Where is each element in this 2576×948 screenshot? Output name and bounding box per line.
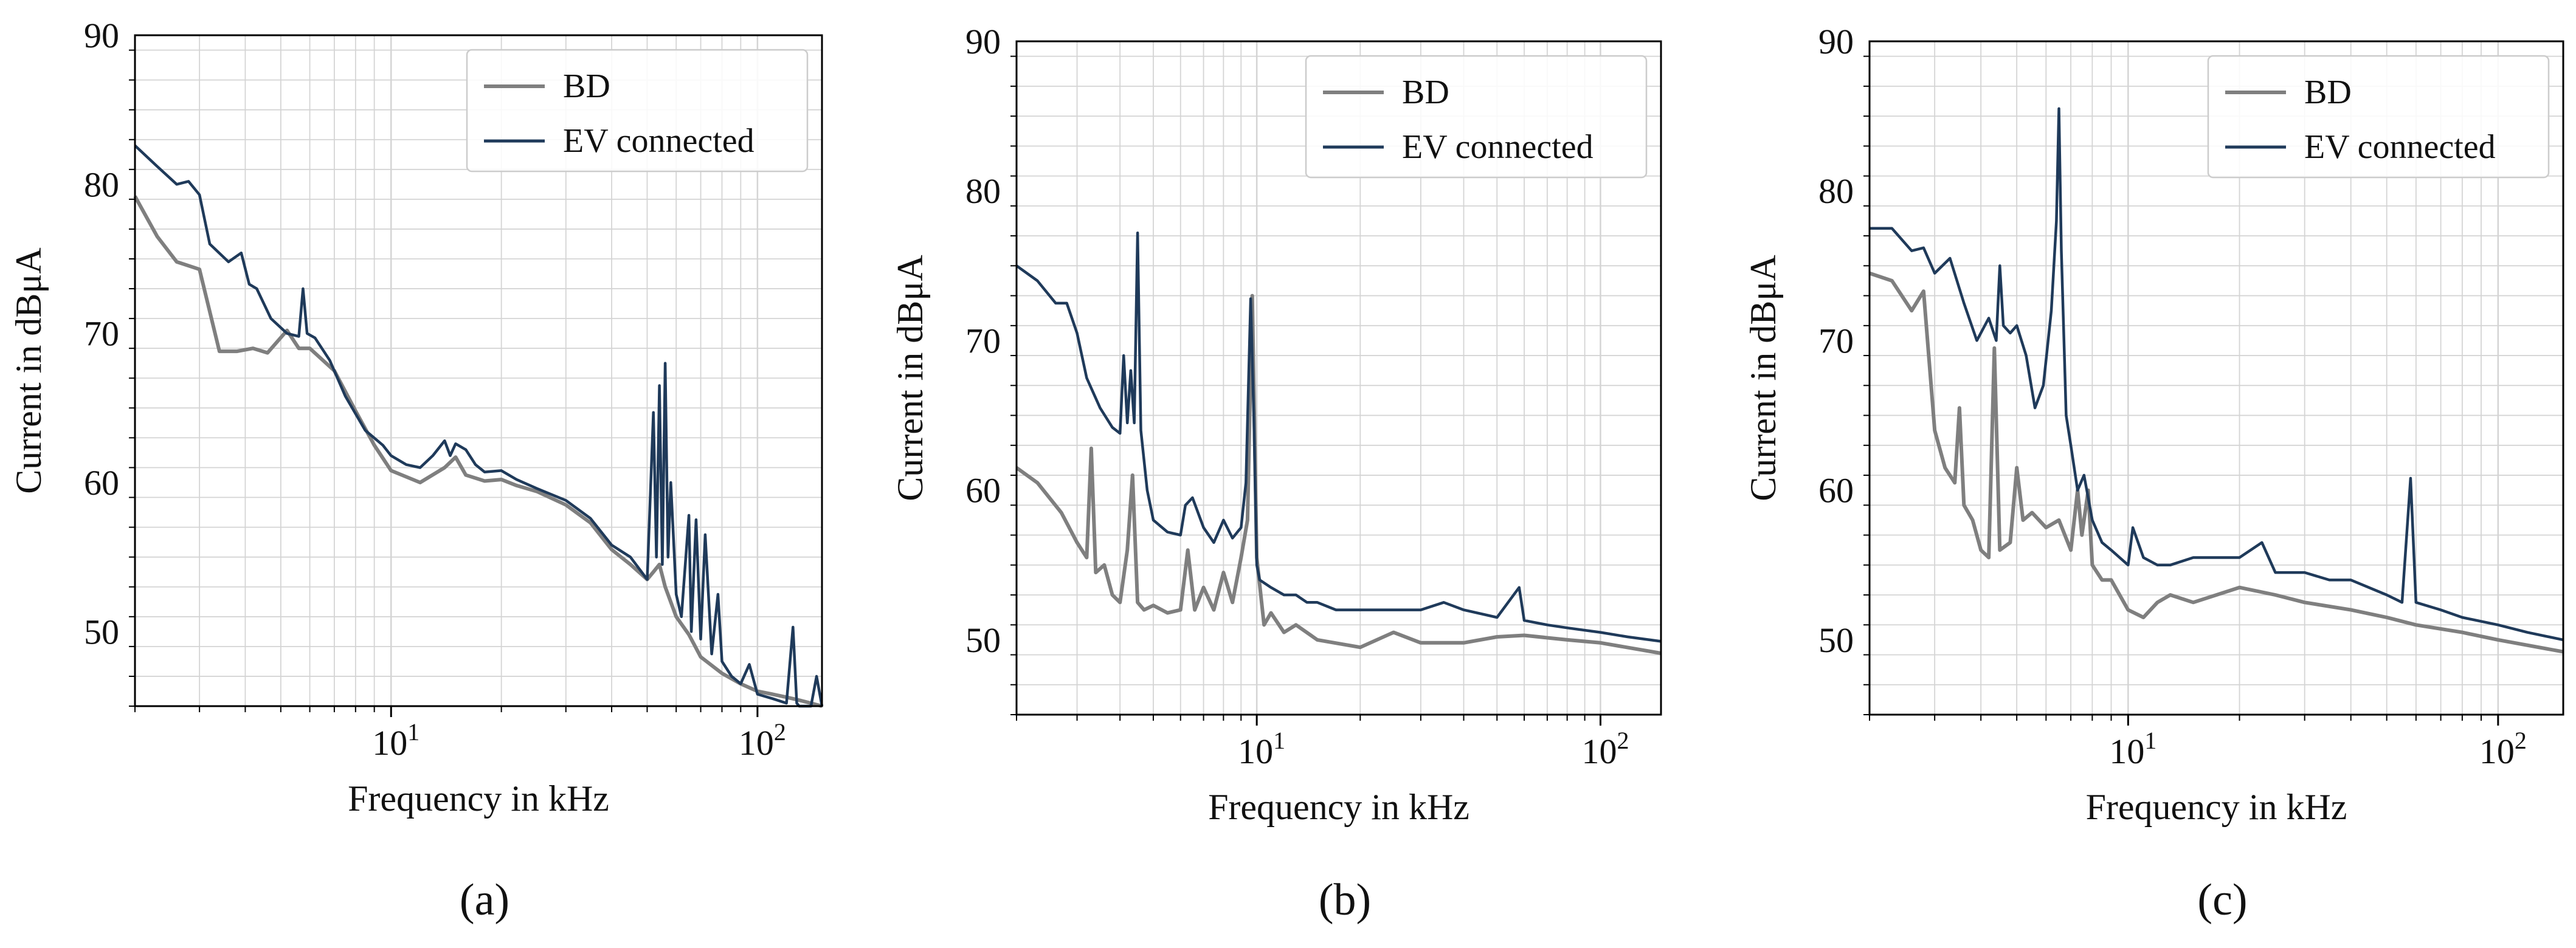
legend-c: BD EV connected <box>2207 55 2550 179</box>
panel-caption-a: (a) <box>460 875 509 925</box>
legend-label-bd: BD <box>563 67 610 105</box>
series-line-ev-connected-b <box>1015 231 1662 643</box>
x-tick-exponent: 2 <box>774 718 786 746</box>
y-tick-labels-b: 50 60 70 80 90 <box>965 22 1001 660</box>
x-tick-labels-a: 101 102 <box>372 718 786 763</box>
x-tick-exponent: 2 <box>1617 727 1629 754</box>
y-axis-label: Current in dBμA <box>890 255 930 501</box>
y-tick-label: 60 <box>1818 471 1854 510</box>
x-tick-exponent: 1 <box>2144 727 2156 754</box>
axis-ticks-b <box>1010 55 1601 726</box>
y-tick-label: 90 <box>965 22 1001 61</box>
legend-label-bd: BD <box>1402 74 1449 111</box>
legend-box <box>2207 55 2550 179</box>
legend-label-ev-connected: EV connected <box>2304 128 2496 166</box>
y-tick-labels-c: 50 60 70 80 90 <box>1818 22 1854 660</box>
x-tick-base: 10 <box>739 723 774 763</box>
legend-label-ev-connected: EV connected <box>1402 128 1594 166</box>
x-tick-label: 102 <box>2479 727 2527 771</box>
x-tick-label: 102 <box>1581 727 1629 771</box>
chart-panel-a: 50 60 70 80 90 101 102 Frequency in kHz … <box>9 16 824 925</box>
x-axis-label: Frequency in kHz <box>2086 787 2347 827</box>
x-tick-exponent: 1 <box>407 718 420 746</box>
x-axis-label: Frequency in kHz <box>348 778 609 819</box>
series-layer-c <box>1869 107 2564 654</box>
x-tick-base: 10 <box>372 723 407 763</box>
y-tick-label: 70 <box>965 321 1001 360</box>
x-tick-label: 101 <box>372 718 420 763</box>
y-tick-label: 80 <box>965 171 1001 211</box>
y-tick-label: 90 <box>1818 22 1854 61</box>
plot-frame-a <box>134 34 823 707</box>
y-tick-label: 50 <box>1818 620 1854 660</box>
x-tick-base: 10 <box>2109 732 2144 771</box>
y-axis-label: Current in dBμA <box>1743 255 1783 501</box>
legend-box <box>466 49 809 173</box>
y-tick-label: 60 <box>84 463 119 503</box>
y-tick-label: 50 <box>84 612 119 651</box>
x-tick-labels-c: 101 102 <box>2109 727 2527 771</box>
y-tick-label: 90 <box>84 16 119 55</box>
axis-ticks-c <box>1863 55 2499 726</box>
x-tick-label: 102 <box>739 718 786 763</box>
series-line-ev-connected-c <box>1870 107 2564 642</box>
plot-frame-c <box>1868 40 2564 716</box>
x-tick-labels-b: 101 102 <box>1238 727 1629 771</box>
series-line-bd-b <box>1015 294 1662 655</box>
series-line-bd-c <box>1869 271 2564 654</box>
chart-panel-b: 50 60 70 80 90 101 102 Frequency in kHz … <box>890 22 1662 925</box>
y-tick-label: 70 <box>84 314 119 354</box>
plot-frame-b <box>1015 40 1662 716</box>
legend-label-bd: BD <box>2304 74 2352 111</box>
y-tick-label: 80 <box>1818 171 1854 211</box>
x-tick-base: 10 <box>2479 732 2515 771</box>
y-axis-label: Current in dBμA <box>9 247 49 493</box>
y-tick-label: 80 <box>84 165 119 204</box>
x-tick-label: 101 <box>1238 727 1285 771</box>
axis-ticks-a <box>129 49 759 717</box>
series-layer-a <box>133 144 824 708</box>
y-tick-label: 60 <box>965 471 1001 510</box>
x-axis-label: Frequency in kHz <box>1208 787 1469 827</box>
x-tick-base: 10 <box>1238 732 1273 771</box>
x-tick-exponent: 1 <box>1273 727 1285 754</box>
panel-caption-b: (b) <box>1319 875 1371 925</box>
legend-a: BD EV connected <box>466 49 809 173</box>
series-layer-b <box>1015 231 1662 655</box>
y-tick-label: 50 <box>965 620 1001 660</box>
y-tick-labels-a: 50 60 70 80 90 <box>84 16 119 651</box>
legend-b: BD EV connected <box>1305 55 1648 179</box>
series-line-ev-connected-a <box>134 144 824 708</box>
legend-label-ev-connected: EV connected <box>563 122 754 160</box>
x-tick-exponent: 2 <box>2515 727 2527 754</box>
panel-caption-c: (c) <box>2197 875 2247 925</box>
legend-box <box>1305 55 1648 179</box>
series-line-bd-a <box>133 195 823 708</box>
chart-panel-c: 50 60 70 80 90 101 102 Frequency in kHz … <box>1743 22 2564 925</box>
x-tick-base: 10 <box>1581 732 1617 771</box>
x-tick-label: 101 <box>2109 727 2156 771</box>
y-tick-label: 70 <box>1818 321 1854 360</box>
